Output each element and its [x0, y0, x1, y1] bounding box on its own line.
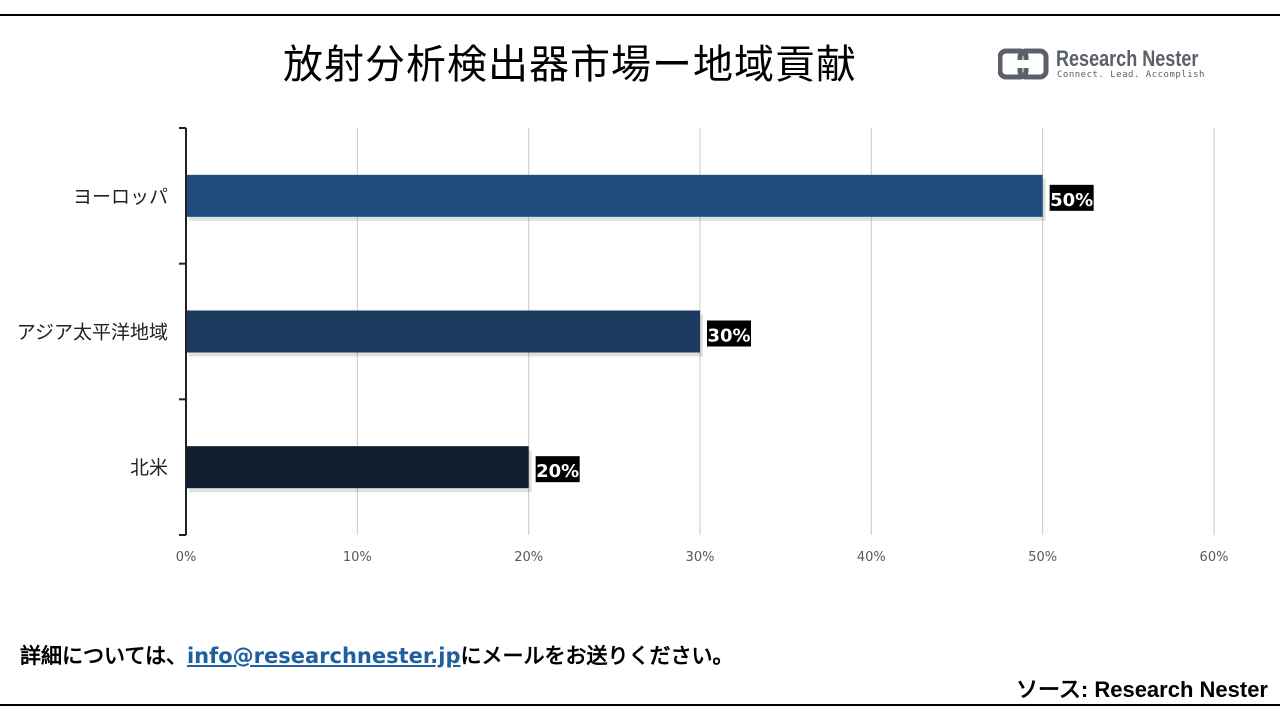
- category-label: アジア太平洋地域: [17, 322, 168, 344]
- data-label-bg: [1049, 184, 1094, 211]
- contact-note: 詳細については、info@researchnester.jpにメールをお送りくだ…: [20, 640, 733, 670]
- x-tick-label: 60%: [1200, 550, 1229, 565]
- top-border: [0, 14, 1280, 16]
- data-label: 30%: [707, 326, 750, 347]
- x-tick-label: 40%: [857, 550, 886, 565]
- category-label: ヨーロッパ: [73, 186, 168, 208]
- x-tick-label: 20%: [514, 550, 543, 565]
- source-credit: ソース: Research Nester: [1016, 677, 1268, 702]
- chart-title: 放射分析検出器市場ー地域貢献: [283, 42, 857, 88]
- logo-tagline: Connect. Lead. Accomplish: [1057, 70, 1205, 80]
- contact-note-prefix: 詳細については、: [20, 644, 187, 668]
- category-label: 北米: [130, 457, 168, 479]
- contact-note-suffix: にメールをお送りください。: [460, 644, 734, 668]
- data-label: 20%: [536, 461, 579, 482]
- bar: [186, 310, 700, 353]
- data-label-bg: [535, 456, 580, 483]
- x-tick-label: 30%: [686, 550, 715, 565]
- data-label: 50%: [1050, 190, 1093, 211]
- logo-name: Research Nester: [1056, 46, 1199, 71]
- data-label-bg: [707, 320, 751, 347]
- logo-mark-icon: [998, 48, 1049, 80]
- email-link[interactable]: info@researchnester.jp: [186, 644, 461, 668]
- bottom-border: [0, 704, 1280, 706]
- x-tick-label: 0%: [176, 550, 197, 565]
- bar: [186, 446, 529, 489]
- x-tick-label: 50%: [1028, 550, 1057, 565]
- research-nester-logo: Research Nester Connect. Lead. Accomplis…: [998, 46, 1218, 86]
- bar: [186, 174, 1043, 217]
- x-tick-label: 10%: [343, 550, 372, 565]
